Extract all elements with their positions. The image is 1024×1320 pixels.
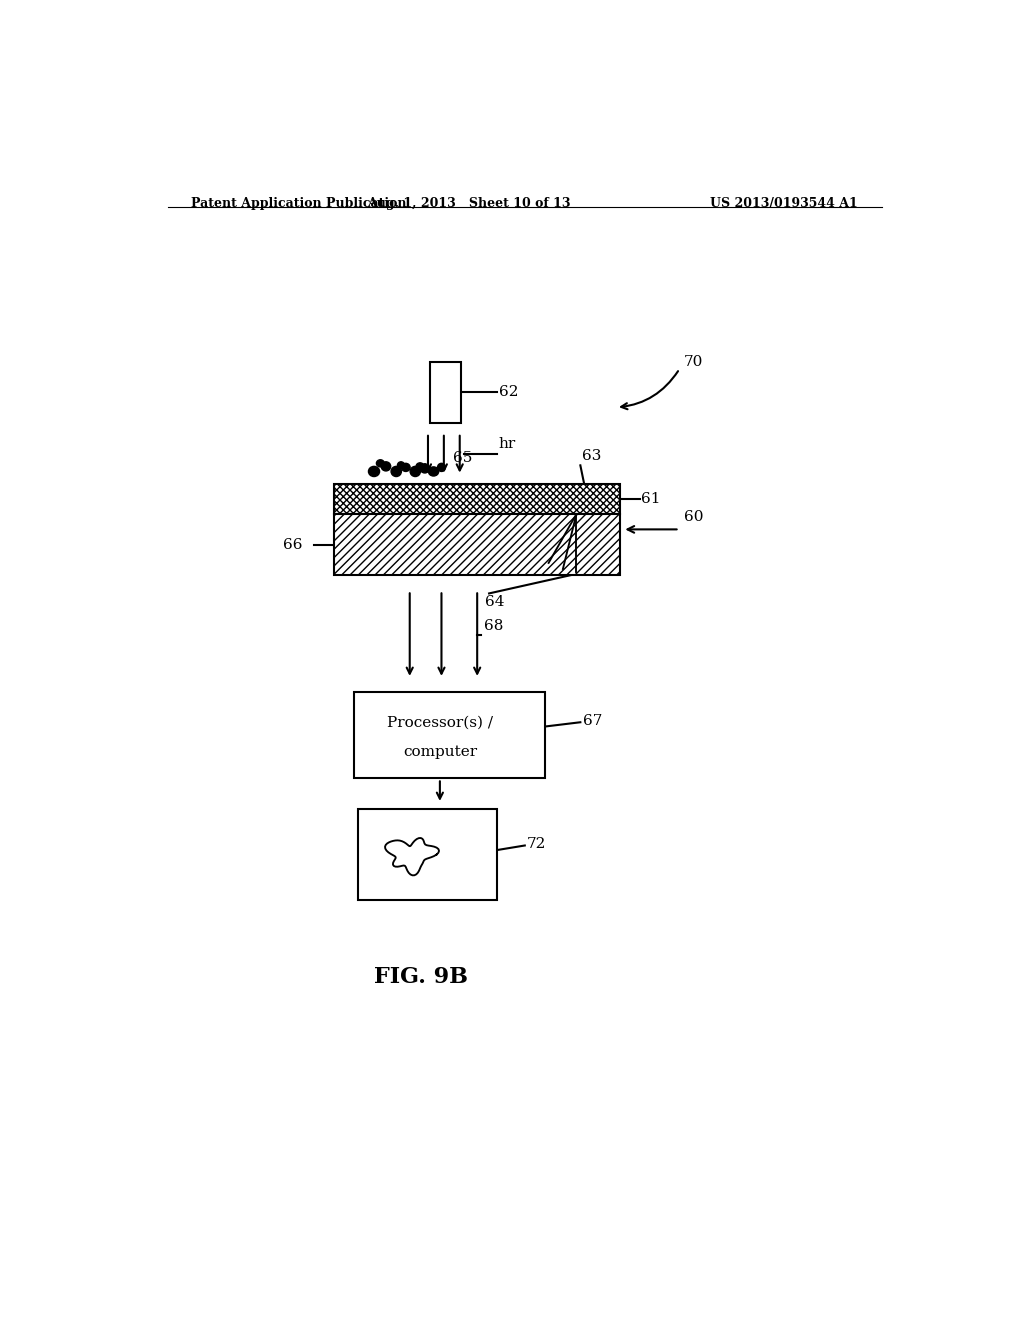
Ellipse shape	[391, 466, 401, 477]
FancyArrowPatch shape	[622, 371, 678, 409]
Text: 68: 68	[483, 619, 503, 632]
Bar	[334, 513, 620, 576]
Text: 64: 64	[485, 595, 505, 610]
Text: 62: 62	[500, 385, 519, 399]
Text: 70: 70	[684, 355, 702, 368]
Text: 61: 61	[641, 492, 660, 506]
Bar	[354, 692, 545, 779]
Ellipse shape	[377, 459, 384, 467]
Bar	[334, 483, 620, 515]
Text: Patent Application Publication: Patent Application Publication	[191, 197, 407, 210]
Ellipse shape	[397, 462, 404, 469]
Ellipse shape	[411, 466, 421, 477]
Text: 66: 66	[283, 537, 302, 552]
Text: FIG. 9B: FIG. 9B	[374, 966, 468, 989]
Bar	[430, 362, 461, 422]
Text: 67: 67	[583, 714, 602, 727]
Text: US 2013/0193544 A1: US 2013/0193544 A1	[711, 197, 858, 210]
Text: computer: computer	[402, 746, 477, 759]
Text: Processor(s) /: Processor(s) /	[387, 715, 493, 729]
Ellipse shape	[369, 466, 380, 477]
Text: 63: 63	[582, 449, 601, 463]
Text: hr: hr	[499, 437, 516, 451]
Bar	[334, 513, 620, 576]
Ellipse shape	[420, 463, 430, 473]
Ellipse shape	[381, 462, 391, 471]
Ellipse shape	[401, 463, 411, 471]
Ellipse shape	[416, 463, 424, 470]
Ellipse shape	[437, 463, 445, 471]
Text: 72: 72	[527, 837, 547, 850]
Ellipse shape	[428, 467, 438, 477]
Bar	[358, 809, 497, 900]
Text: Aug. 1, 2013   Sheet 10 of 13: Aug. 1, 2013 Sheet 10 of 13	[368, 197, 571, 210]
Text: 65: 65	[454, 451, 473, 466]
Bar	[334, 483, 620, 515]
Text: 60: 60	[684, 511, 703, 524]
